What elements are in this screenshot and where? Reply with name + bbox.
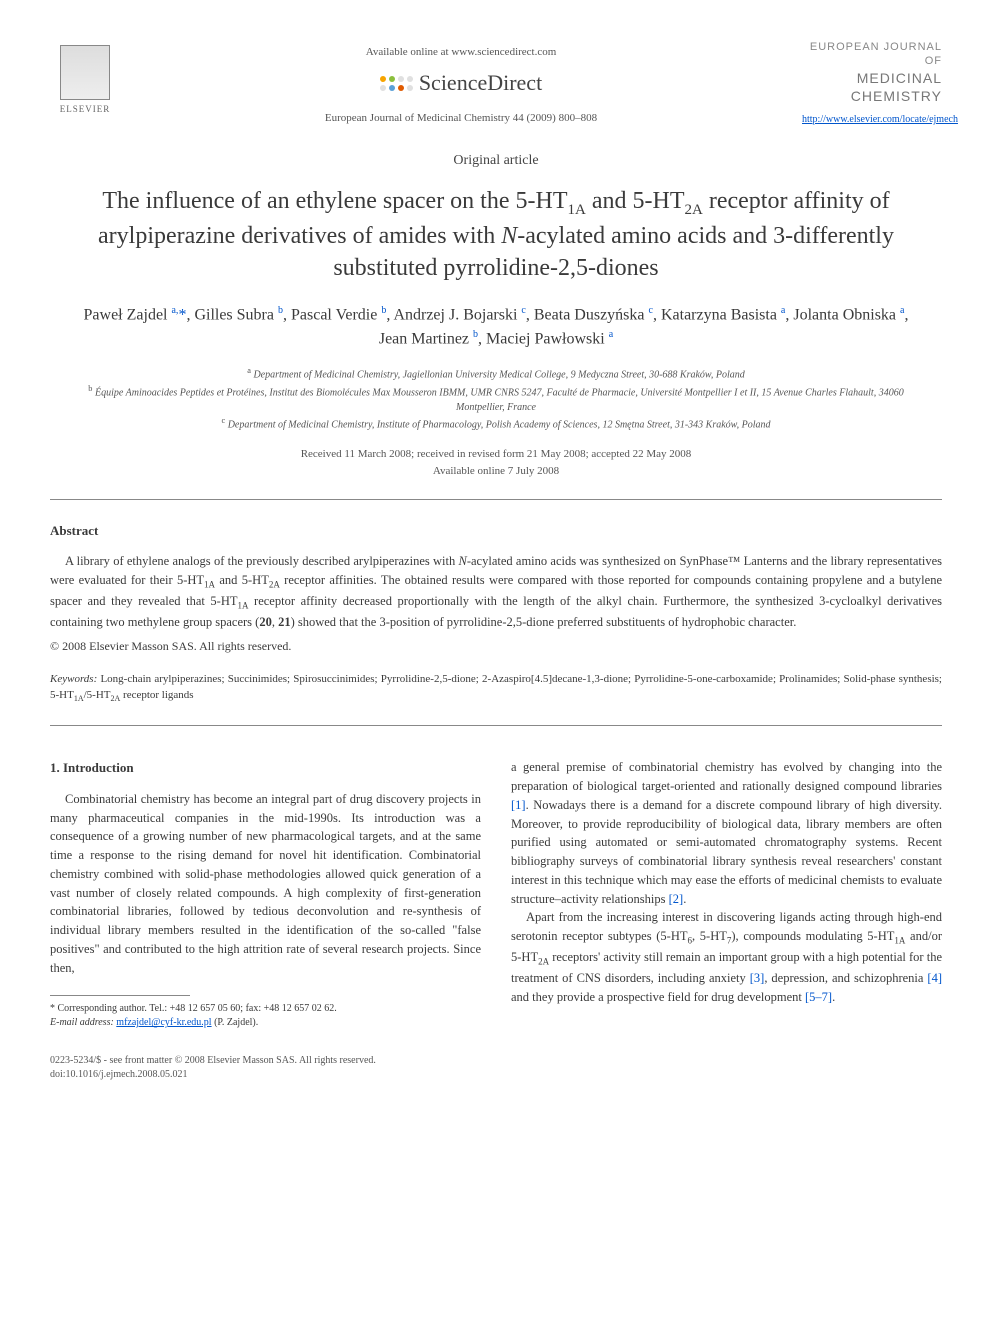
keywords-text: Long-chain arylpiperazines; Succinimides… <box>50 673 942 702</box>
corr-email-link[interactable]: mfzajdel@cyf-kr.edu.pl <box>116 1017 211 1028</box>
footnote-separator <box>50 995 190 996</box>
sd-dot-icon <box>398 85 404 91</box>
cover-line1: EUROPEAN JOURNAL OF <box>810 41 942 67</box>
cover-line3: CHEMISTRY <box>851 88 942 104</box>
footer-copyright: 0223-5234/$ - see front matter © 2008 El… <box>50 1055 376 1066</box>
dates-received: Received 11 March 2008; received in revi… <box>301 448 692 460</box>
sd-brand-text: ScienceDirect <box>419 68 542 99</box>
sd-dot-icon <box>389 76 395 82</box>
sciencedirect-logo: ScienceDirect <box>120 68 802 99</box>
sd-dot-icon <box>398 76 404 82</box>
rule-bottom <box>50 725 942 726</box>
article-dates: Received 11 March 2008; received in revi… <box>50 446 942 479</box>
article-type: Original article <box>50 151 942 171</box>
corr-author-text: * Corresponding author. Tel.: +48 12 657… <box>50 1003 337 1014</box>
corresponding-footnote: * Corresponding author. Tel.: +48 12 657… <box>50 1002 481 1030</box>
elsevier-label: ELSEVIER <box>60 103 111 116</box>
footer-doi: doi:10.1016/j.ejmech.2008.05.021 <box>50 1069 188 1080</box>
page-footer: 0223-5234/$ - see front matter © 2008 El… <box>50 1054 942 1082</box>
column-right: a general premise of combinatorial chemi… <box>511 758 942 1030</box>
cover-line2: MEDICINAL <box>857 70 942 86</box>
sd-dot-icon <box>389 85 395 91</box>
email-label: E-mail address: <box>50 1017 114 1028</box>
intro-para-1-cont: a general premise of combinatorial chemi… <box>511 758 942 908</box>
body-columns: 1. Introduction Combinatorial chemistry … <box>50 758 942 1030</box>
authors-list: Paweł Zajdel a,*, Gilles Subra b, Pascal… <box>50 303 942 352</box>
journal-url-link[interactable]: http://www.elsevier.com/locate/ejmech <box>802 113 942 127</box>
abstract-text: A library of ethylene analogs of the pre… <box>50 552 942 632</box>
affiliation-line: b Équipe Aminoacides Peptides et Protéin… <box>80 383 912 415</box>
sd-dots-icon <box>380 76 413 91</box>
center-header: Available online at www.sciencedirect.co… <box>120 40 802 127</box>
journal-cover: EUROPEAN JOURNAL OF MEDICINAL CHEMISTRY … <box>802 40 942 127</box>
cover-title: EUROPEAN JOURNAL OF MEDICINAL CHEMISTRY <box>802 40 942 105</box>
sd-dot-icon <box>380 85 386 91</box>
column-left: 1. Introduction Combinatorial chemistry … <box>50 758 481 1030</box>
affiliations: a Department of Medicinal Chemistry, Jag… <box>50 365 942 432</box>
elsevier-tree-icon <box>60 45 110 100</box>
affiliation-line: a Department of Medicinal Chemistry, Jag… <box>80 365 912 382</box>
sd-dot-icon <box>380 76 386 82</box>
abstract-heading: Abstract <box>50 522 942 540</box>
keywords: Keywords: Long-chain arylpiperazines; Su… <box>50 671 942 706</box>
dates-online: Available online 7 July 2008 <box>433 465 559 477</box>
article-title: The influence of an ethylene spacer on t… <box>50 185 942 285</box>
section-heading-intro: 1. Introduction <box>50 758 481 778</box>
keywords-label: Keywords: <box>50 673 97 685</box>
header-row: ELSEVIER Available online at www.science… <box>50 40 942 127</box>
rule-top <box>50 499 942 500</box>
sd-dot-icon <box>407 76 413 82</box>
abstract-copyright: © 2008 Elsevier Masson SAS. All rights r… <box>50 638 942 655</box>
intro-para-1: Combinatorial chemistry has become an in… <box>50 790 481 978</box>
corr-email-name: (P. Zajdel). <box>214 1017 258 1028</box>
sd-dot-icon <box>407 85 413 91</box>
intro-para-2: Apart from the increasing interest in di… <box>511 908 942 1006</box>
affiliation-line: c Department of Medicinal Chemistry, Ins… <box>80 415 912 432</box>
journal-reference: European Journal of Medicinal Chemistry … <box>120 111 802 126</box>
elsevier-logo: ELSEVIER <box>50 40 120 120</box>
available-text: Available online at www.sciencedirect.co… <box>120 45 802 60</box>
